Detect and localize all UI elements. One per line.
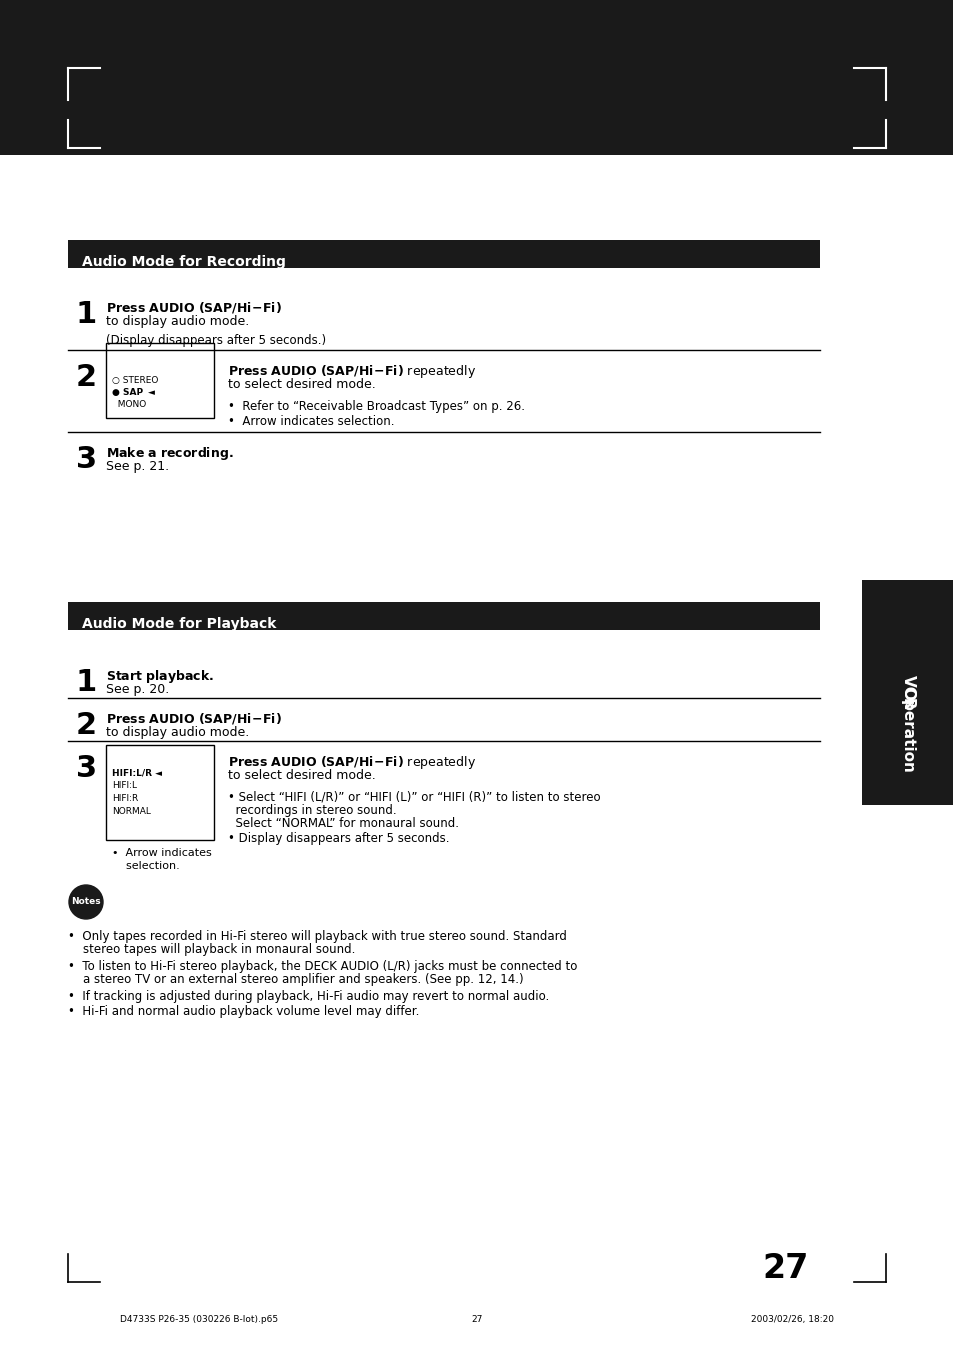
Text: 3: 3	[76, 444, 97, 474]
Text: Audio Mode for Playback: Audio Mode for Playback	[82, 617, 276, 631]
Text: to display audio mode.: to display audio mode.	[106, 725, 249, 739]
Text: D4733S P26-35 (030226 B-lot).p65: D4733S P26-35 (030226 B-lot).p65	[120, 1315, 278, 1324]
Text: press the VCR button on the remote and try the button again.: press the VCR button on the remote and t…	[294, 196, 659, 209]
Text: HIFI:R: HIFI:R	[112, 794, 138, 802]
Bar	[68, 240, 820, 267]
Text: HIFI:L/R ◄: HIFI:L/R ◄	[112, 767, 162, 777]
Text: • Display disappears after 5 seconds.: • Display disappears after 5 seconds.	[228, 832, 449, 844]
Text: $\mathbf{Press\ AUDIO\ (SAP/Hi\!-\!Fi)}$: $\mathbf{Press\ AUDIO\ (SAP/Hi\!-\!Fi)}$	[106, 711, 282, 725]
Text: ◄: ◄	[148, 388, 154, 397]
Text: 1: 1	[76, 667, 97, 697]
Text: a stereo TV or an external stereo amplifier and speakers. (See pp. 12, 14.): a stereo TV or an external stereo amplif…	[68, 973, 523, 986]
Text: NORMAL: NORMAL	[112, 807, 151, 816]
Text: See p. 20.: See p. 20.	[106, 684, 169, 696]
Bar	[862, 580, 953, 805]
Text: Select “NORMAL” for monaural sound.: Select “NORMAL” for monaural sound.	[228, 817, 458, 830]
Bar	[106, 343, 213, 417]
Text: HIFI:L: HIFI:L	[112, 781, 137, 790]
Text: •  Only tapes recorded in Hi-Fi stereo will playback with true stereo sound. Sta: • Only tapes recorded in Hi-Fi stereo wi…	[68, 929, 566, 943]
Text: ○ STEREO: ○ STEREO	[112, 376, 158, 385]
Text: to select desired mode.: to select desired mode.	[228, 769, 375, 782]
Text: Audio Mode for Recording: Audio Mode for Recording	[82, 255, 286, 269]
Text: to display audio mode.: to display audio mode.	[106, 315, 249, 328]
Text: •  Refer to “Receivable Broadcast Types” on p. 26.: • Refer to “Receivable Broadcast Types” …	[228, 400, 524, 413]
Text: 2003/02/26, 18:20: 2003/02/26, 18:20	[750, 1315, 833, 1324]
Text: 3: 3	[76, 754, 97, 784]
Text: ● SAP: ● SAP	[112, 388, 143, 397]
Text: stereo tapes will playback in monaural sound.: stereo tapes will playback in monaural s…	[68, 943, 355, 957]
Text: •  If tracking is adjusted during playback, Hi-Fi audio may revert to normal aud: • If tracking is adjusted during playbac…	[68, 990, 549, 1002]
Text: •  Arrow indicates selection.: • Arrow indicates selection.	[228, 415, 395, 428]
Text: 27: 27	[471, 1315, 482, 1324]
Text: to select desired mode.: to select desired mode.	[228, 378, 375, 390]
Text: •  Arrow indicates: • Arrow indicates	[112, 848, 212, 858]
Text: $\mathbf{Press\ AUDIO\ (SAP/Hi\!-\!Fi)}$ repeatedly: $\mathbf{Press\ AUDIO\ (SAP/Hi\!-\!Fi)}$…	[228, 754, 476, 771]
Text: $\mathbf{*Important:}$ If a remote control button does not work when pressed,: $\mathbf{*Important:}$ If a remote contr…	[270, 178, 683, 195]
Bar	[106, 744, 213, 840]
Bar	[68, 603, 820, 630]
Text: 27: 27	[761, 1252, 807, 1285]
Text: VCR: VCR	[900, 674, 915, 709]
Text: selection.: selection.	[112, 861, 179, 871]
Text: • Select “HIFI (L/R)” or “HIFI (L)” or “HIFI (R)” to listen to stereo: • Select “HIFI (L/R)” or “HIFI (L)” or “…	[228, 790, 600, 802]
Text: 1: 1	[76, 300, 97, 330]
Text: $\mathbf{Make\ a\ recording.}$: $\mathbf{Make\ a\ recording.}$	[106, 444, 233, 462]
Text: Operation: Operation	[900, 688, 915, 773]
Text: $\mathbf{Press\ AUDIO\ (SAP/Hi\!-\!Fi)}$: $\mathbf{Press\ AUDIO\ (SAP/Hi\!-\!Fi)}$	[106, 300, 282, 315]
Text: (Display disappears after 5 seconds.): (Display disappears after 5 seconds.)	[106, 334, 326, 347]
Text: $\mathbf{Start\ playback.}$: $\mathbf{Start\ playback.}$	[106, 667, 213, 685]
Text: 2: 2	[76, 711, 97, 740]
Text: MONO: MONO	[112, 400, 146, 409]
Text: See p. 21.: See p. 21.	[106, 459, 169, 473]
Text: •  To listen to Hi-Fi stereo playback, the DECK AUDIO (L/R) jacks must be connec: • To listen to Hi-Fi stereo playback, th…	[68, 961, 577, 973]
Text: 2: 2	[76, 363, 97, 392]
Circle shape	[69, 885, 103, 919]
Text: •  Hi-Fi and normal audio playback volume level may differ.: • Hi-Fi and normal audio playback volume…	[68, 1005, 419, 1019]
Text: recordings in stereo sound.: recordings in stereo sound.	[228, 804, 396, 817]
Text: Notes: Notes	[71, 897, 101, 907]
Bar	[0, 0, 953, 155]
Text: $\mathbf{Press\ AUDIO\ (SAP/Hi\!-\!Fi)}$ repeatedly: $\mathbf{Press\ AUDIO\ (SAP/Hi\!-\!Fi)}$…	[228, 363, 476, 380]
